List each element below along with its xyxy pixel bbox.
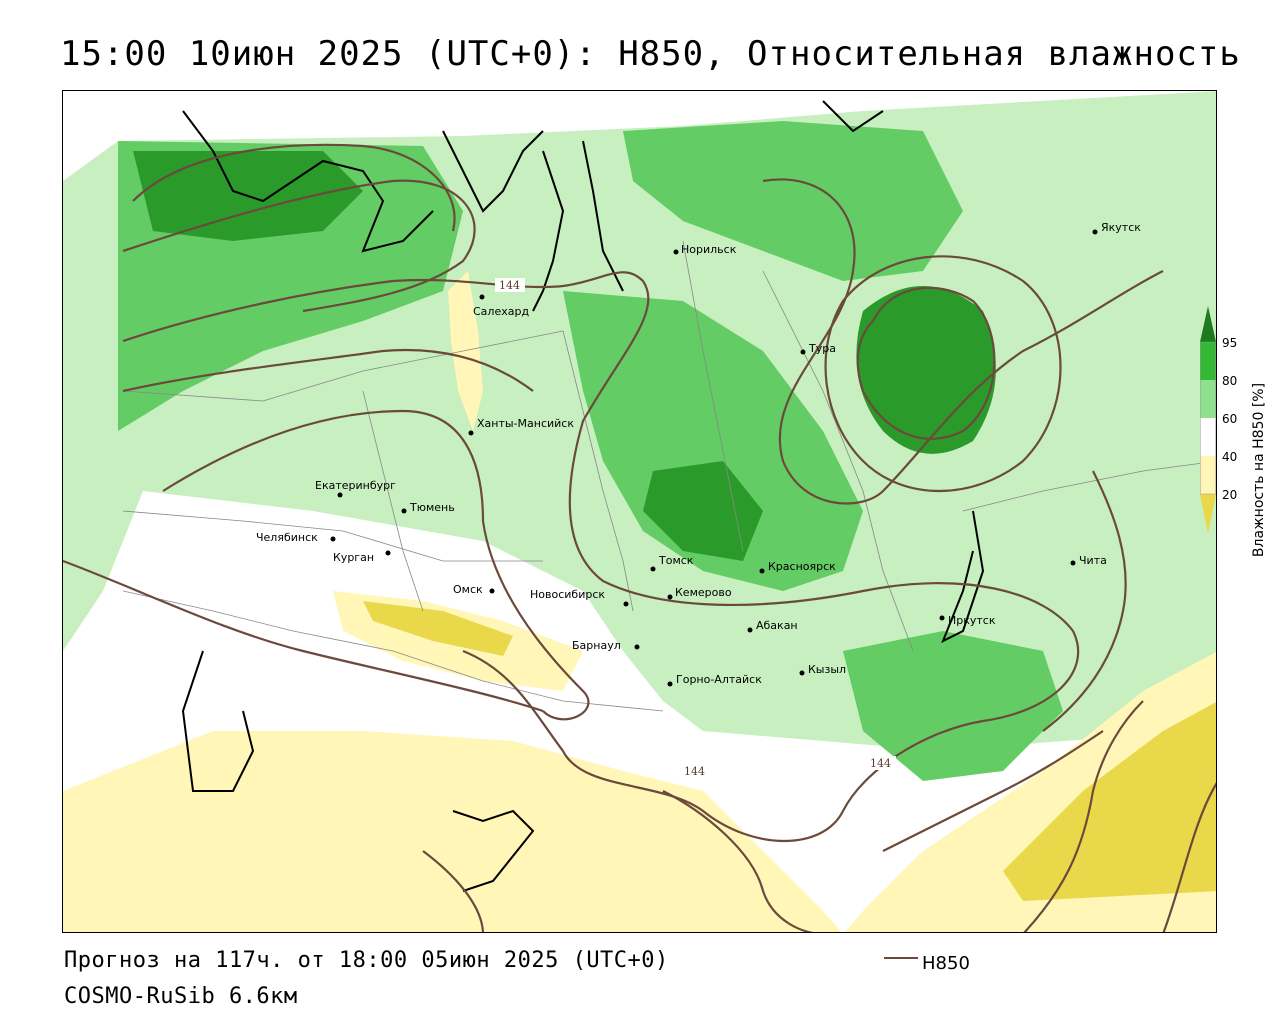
colorbar-tick: 80: [1222, 374, 1238, 388]
city-irkutsk: Иркутск: [939, 614, 996, 627]
city-kyzyl: Кызыл: [799, 663, 846, 676]
city-salekhard: Салехард: [473, 294, 529, 318]
svg-text:Тура: Тура: [808, 342, 836, 355]
city-abakan: Абакан: [747, 619, 798, 633]
colorbar-tick: 60: [1222, 412, 1238, 426]
humidity-field-dry-se-strong: [1003, 702, 1216, 901]
svg-text:Норильск: Норильск: [681, 243, 737, 256]
humidity-field-very-high-cyclone: [856, 286, 996, 454]
contour-label-text: 144: [684, 765, 705, 778]
city-barnaul: Барнаул: [572, 639, 640, 652]
city-tyumen: Тюмень: [401, 501, 455, 514]
contour-label-3: 144: [866, 756, 896, 770]
svg-text:Томск: Томск: [658, 554, 694, 567]
colorbar-bottom-arrow: [1200, 494, 1216, 534]
humidity-field-high-band: [563, 291, 863, 591]
colorbar-title: Влажность на H850 [%]: [1251, 382, 1267, 558]
city-omsk: Омск: [453, 583, 495, 596]
contour-label-2: 144: [680, 764, 710, 778]
legend-label: H850: [922, 953, 970, 974]
humidity-field-dry-yamal: [448, 271, 483, 431]
admin-borders: [122, 240, 1216, 712]
svg-text:Иркутск: Иркутск: [948, 614, 996, 627]
h850-contours: [63, 143, 1216, 932]
svg-text:Тюмень: Тюмень: [409, 501, 455, 514]
city-khanty-mansiysk: Ханты-Мансийск: [468, 417, 574, 436]
contour-label-text: 144: [870, 757, 891, 770]
city-krasnoyarsk: Красноярск: [759, 560, 836, 574]
city-tura: Тура: [800, 342, 836, 355]
humidity-field-dry-sw: [63, 731, 842, 932]
svg-text:Абакан: Абакан: [756, 619, 798, 632]
svg-text:Новосибирск: Новосибирск: [530, 588, 605, 601]
city-tomsk: Томск: [650, 554, 694, 572]
colorbar-80-95: [1200, 342, 1216, 380]
svg-text:Кызыл: Кызыл: [808, 663, 846, 676]
map-area[interactable]: 144 144 144 Якутск Норильск Салехард Тур…: [62, 90, 1217, 933]
colorbar-tick: 95: [1222, 336, 1238, 350]
svg-text:Омск: Омск: [453, 583, 483, 596]
colorbar-60-80: [1200, 380, 1216, 418]
svg-text:Горно-Алтайск: Горно-Алтайск: [676, 673, 762, 686]
city-kemerovo: Кемерово: [667, 586, 732, 600]
svg-text:Якутск: Якутск: [1101, 221, 1141, 234]
colorbar-tick: 40: [1222, 450, 1238, 464]
city-markers: Якутск Норильск Салехард Тура Ханты-Манс…: [256, 221, 1141, 687]
contour-label-text: 144: [499, 279, 520, 292]
svg-text:Барнаул: Барнаул: [572, 639, 621, 652]
city-gorno-altaysk: Горно-Алтайск: [667, 673, 762, 687]
svg-text:Курган: Курган: [333, 551, 374, 564]
forecast-info: Прогноз на 117ч. от 18:00 05июн 2025 (UT…: [64, 948, 669, 973]
weather-map-svg: 144 144 144 Якутск Норильск Салехард Тур…: [63, 91, 1216, 932]
model-name: COSMO-RuSib 6.6км: [64, 984, 298, 1009]
svg-text:Чита: Чита: [1079, 554, 1107, 567]
svg-text:Ханты-Мансийск: Ханты-Мансийск: [477, 417, 574, 430]
legend-line-swatch: [884, 957, 918, 959]
humidity-field-high-se: [843, 631, 1063, 781]
coastlines: [181, 100, 985, 892]
colorbar-20-40: [1200, 456, 1216, 494]
city-novosibirsk: Новосибирск: [530, 588, 629, 607]
city-yekaterinburg: Екатеринбург: [315, 479, 396, 498]
svg-text:Кемерово: Кемерово: [675, 586, 732, 599]
humidity-field-dry-center-strong: [363, 601, 513, 656]
humidity-field-very-high-center: [643, 461, 763, 561]
map-title: 15:00 10июн 2025 (UTC+0): H850, Относите…: [60, 34, 1241, 74]
svg-text:Красноярск: Красноярск: [768, 560, 836, 573]
city-chita: Чита: [1070, 554, 1107, 567]
city-chelyabinsk: Челябинск: [256, 531, 336, 544]
city-kurgan: Курган: [333, 550, 391, 564]
humidity-field-high-north: [623, 121, 963, 281]
svg-text:Челябинск: Челябинск: [256, 531, 318, 544]
contour-label-1: 144: [495, 278, 525, 292]
svg-text:Екатеринбург: Екатеринбург: [315, 479, 396, 492]
humidity-colorbar: [1200, 306, 1216, 534]
colorbar-tick: 20: [1222, 488, 1238, 502]
city-norilsk: Норильск: [673, 243, 737, 256]
colorbar-40-60: [1200, 418, 1216, 456]
svg-text:Салехард: Салехард: [473, 305, 529, 318]
city-yakutsk: Якутск: [1092, 221, 1141, 235]
colorbar-top-arrow: [1200, 306, 1216, 342]
